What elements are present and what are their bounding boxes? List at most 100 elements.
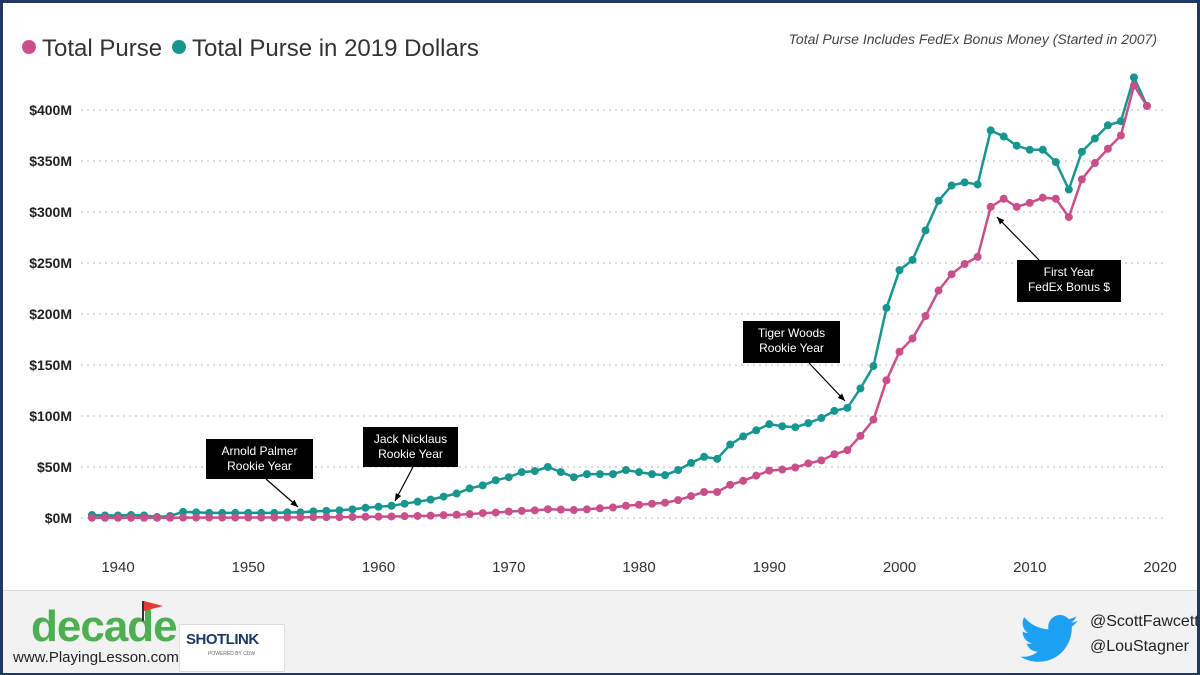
data-point <box>322 506 331 515</box>
data-point <box>621 501 630 510</box>
twitter-icon <box>1020 615 1078 662</box>
data-point <box>999 194 1008 203</box>
arrowhead <box>395 493 402 501</box>
data-point <box>595 470 604 479</box>
data-point <box>830 406 839 415</box>
data-point <box>1077 175 1086 184</box>
annotation-text: Tiger Woods <box>758 326 825 340</box>
data-point <box>374 512 383 521</box>
data-point <box>895 347 904 356</box>
data-point <box>283 513 292 522</box>
twitter-handle-2[interactable]: @LouStagner <box>1090 638 1189 655</box>
data-point <box>648 470 657 479</box>
data-point <box>726 480 735 489</box>
data-point <box>1038 193 1047 202</box>
data-point <box>661 471 670 480</box>
x-tick-label: 1950 <box>232 559 265 576</box>
data-point <box>908 255 917 264</box>
shotlink-logo-subtext: POWERED BY CDW <box>208 651 256 657</box>
data-point <box>413 511 422 520</box>
shotlink-logo: SHOTLINK POWERED BY CDW <box>179 624 285 672</box>
data-point <box>153 513 162 522</box>
data-point <box>895 266 904 275</box>
data-point <box>426 511 435 520</box>
arrowhead <box>997 217 1005 225</box>
line-chart: Total Purse Total Purse in 2019 Dollars … <box>22 31 1177 576</box>
data-point <box>335 513 344 522</box>
data-point <box>387 512 396 521</box>
data-point <box>973 252 982 261</box>
y-tick-label: $250M <box>29 255 72 271</box>
twitter-handle-1[interactable]: @ScottFawcett <box>1090 613 1199 630</box>
data-point <box>752 426 761 435</box>
annotation-arrow <box>996 216 1040 261</box>
data-point <box>687 492 696 501</box>
series-line <box>92 82 1149 520</box>
data-point <box>1103 144 1112 153</box>
data-point <box>556 505 565 514</box>
annotation-box <box>363 427 458 467</box>
data-point <box>465 484 474 493</box>
data-point <box>530 467 539 476</box>
annotation-text: Arnold Palmer <box>221 444 297 458</box>
data-point <box>752 471 761 480</box>
data-point <box>700 452 709 461</box>
data-point <box>556 468 565 477</box>
data-point <box>543 463 552 471</box>
data-point <box>582 470 591 479</box>
y-axis: $0M $50M $100M $150M $200M $250M $300M $350M $40… <box>29 102 72 526</box>
data-point <box>726 440 735 449</box>
data-point <box>205 513 214 522</box>
y-tick-label: $100M <box>29 408 72 424</box>
data-point <box>713 487 722 496</box>
data-point <box>257 513 266 522</box>
x-tick-label: 1990 <box>753 559 786 576</box>
chart-subtitle: Total Purse Includes FedEx Bonus Money (… <box>789 31 1157 47</box>
data-point <box>661 498 670 507</box>
data-point <box>322 513 331 522</box>
data-point <box>934 286 943 295</box>
data-point <box>114 513 122 522</box>
y-tick-label: $50M <box>37 459 72 475</box>
data-point <box>296 513 305 522</box>
data-point <box>530 506 539 515</box>
site-url[interactable]: www.PlayingLesson.com <box>13 649 179 666</box>
data-point <box>439 511 448 520</box>
data-point <box>973 180 982 189</box>
data-point <box>387 501 396 510</box>
legend-marker-total-purse <box>22 40 36 54</box>
data-point <box>713 454 722 463</box>
footer: decade www.PlayingLesson.com SHOTLINK PO… <box>3 590 1199 673</box>
data-point <box>244 513 253 522</box>
data-point <box>504 473 513 482</box>
data-point <box>1025 198 1034 207</box>
data-point <box>504 507 513 516</box>
data-point <box>934 196 943 205</box>
annotation-text: First Year <box>1044 265 1095 279</box>
data-point <box>491 476 500 485</box>
series-total-purse-2019 <box>87 73 1151 521</box>
data-point <box>1116 131 1125 140</box>
data-point <box>1025 145 1034 154</box>
data-point <box>674 466 683 475</box>
data-point <box>1090 134 1099 143</box>
data-point <box>179 513 188 522</box>
frame: Total Purse Total Purse in 2019 Dollars … <box>3 3 1199 673</box>
data-point <box>361 512 370 521</box>
data-point <box>348 505 357 514</box>
data-point <box>270 513 279 522</box>
data-point <box>335 506 344 515</box>
data-point <box>309 507 318 516</box>
x-tick-label: 1940 <box>101 559 134 576</box>
data-point <box>400 499 409 508</box>
data-point <box>804 419 813 428</box>
x-tick-label: 2010 <box>1013 559 1046 576</box>
legend-label-total-purse-2019: Total Purse in 2019 Dollars <box>192 35 479 62</box>
data-point <box>452 510 461 519</box>
chart-panel: Total Purse Total Purse in 2019 Dollars … <box>3 3 1197 590</box>
data-point <box>608 470 617 479</box>
data-point <box>1103 121 1112 130</box>
